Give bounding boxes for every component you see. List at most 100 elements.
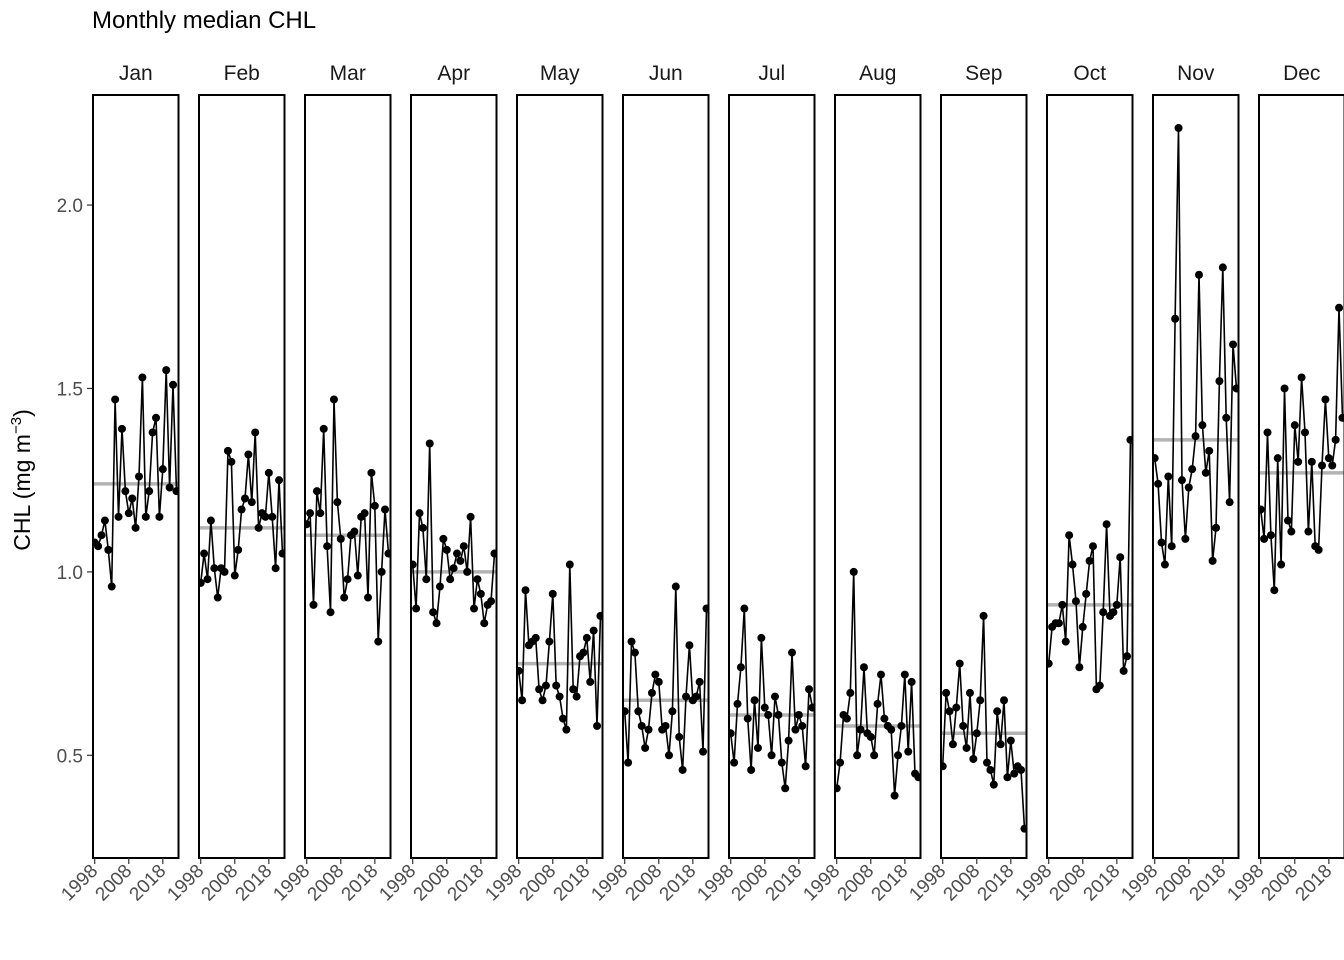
data-point xyxy=(1075,663,1084,672)
data-point xyxy=(870,751,879,760)
facet-strip-label: May xyxy=(540,62,580,85)
data-point xyxy=(343,575,352,584)
facet-strip-label: Sep xyxy=(965,62,1002,85)
data-point xyxy=(353,571,362,580)
data-point xyxy=(733,699,742,708)
data-point xyxy=(1280,384,1289,393)
data-point xyxy=(319,424,328,433)
data-point xyxy=(675,732,684,741)
facet-strip-label: Jun xyxy=(649,62,683,85)
data-point xyxy=(767,751,776,760)
data-point xyxy=(1198,421,1207,430)
data-point xyxy=(1085,556,1094,565)
data-point xyxy=(1153,454,1159,463)
data-point xyxy=(846,688,855,697)
data-point xyxy=(1116,553,1125,562)
data-point xyxy=(439,534,448,543)
data-point xyxy=(138,373,147,382)
data-point xyxy=(1157,538,1166,547)
data-point xyxy=(668,707,677,716)
data-point xyxy=(959,721,968,730)
facet-strip-label: Dec xyxy=(1283,62,1320,85)
data-point xyxy=(853,751,862,760)
data-point xyxy=(942,688,951,697)
data-point xyxy=(456,556,465,565)
facet-border xyxy=(1152,94,1240,859)
series-line xyxy=(835,571,920,796)
data-point xyxy=(627,637,636,646)
data-point xyxy=(271,564,280,573)
facet-plot-area xyxy=(517,560,603,734)
data-point xyxy=(107,582,116,591)
facet-strip-label: Jan xyxy=(119,62,153,85)
data-point xyxy=(647,688,656,697)
facet-plot-area xyxy=(623,582,709,774)
data-point xyxy=(152,413,161,422)
facet-border xyxy=(304,94,392,859)
data-point xyxy=(781,784,790,793)
data-point xyxy=(100,516,109,525)
data-point xyxy=(1126,435,1133,444)
data-point xyxy=(996,740,1005,749)
data-point xyxy=(914,773,921,782)
data-point xyxy=(945,707,954,716)
data-point xyxy=(548,589,557,598)
data-point xyxy=(664,751,673,760)
facet-plot-area xyxy=(1153,124,1239,569)
data-point xyxy=(586,677,595,686)
data-point xyxy=(1266,531,1275,540)
data-point xyxy=(381,505,390,514)
data-point xyxy=(141,512,150,521)
data-point xyxy=(897,721,906,730)
facet-border xyxy=(410,94,498,859)
data-point xyxy=(1020,824,1027,833)
data-point xyxy=(894,751,903,760)
x-tick-label: 1998 xyxy=(163,861,208,906)
data-point xyxy=(637,721,646,730)
data-point xyxy=(1099,608,1108,617)
data-point xyxy=(671,582,680,591)
data-point xyxy=(1003,773,1012,782)
x-tick-label: 2018 xyxy=(1292,861,1337,906)
data-point xyxy=(552,681,561,690)
data-point xyxy=(1297,373,1306,382)
data-point xyxy=(244,450,253,459)
data-point xyxy=(986,765,995,774)
x-tick-label: 2018 xyxy=(762,861,807,906)
x-tick-label: 2018 xyxy=(1186,861,1231,906)
data-point xyxy=(805,685,814,694)
data-point xyxy=(993,707,1002,716)
data-point xyxy=(316,509,325,518)
data-point xyxy=(1283,516,1292,525)
facet-plot-area xyxy=(941,611,1027,833)
data-point xyxy=(446,575,455,584)
data-point xyxy=(849,567,858,576)
data-point xyxy=(1335,303,1344,312)
facet-panels: Jan199820082018Feb199820082018Mar1998200… xyxy=(57,62,1344,905)
facet-strip-label: Oct xyxy=(1073,62,1106,85)
data-point xyxy=(972,729,981,738)
data-point xyxy=(1287,527,1296,536)
data-point xyxy=(333,498,342,507)
data-point xyxy=(794,710,803,719)
x-tick-label: 2018 xyxy=(974,861,1019,906)
data-point xyxy=(1324,454,1333,463)
data-point xyxy=(784,736,793,745)
data-point xyxy=(593,721,602,730)
data-point xyxy=(251,428,260,437)
data-point xyxy=(172,487,179,496)
x-tick-label: 2008 xyxy=(1046,861,1091,906)
data-point xyxy=(1338,413,1344,422)
data-point xyxy=(1229,340,1238,349)
data-point xyxy=(1201,468,1210,477)
data-point xyxy=(962,743,971,752)
data-point xyxy=(702,604,709,613)
data-point xyxy=(412,604,421,613)
data-point xyxy=(220,567,229,576)
data-point xyxy=(774,710,783,719)
data-point xyxy=(470,604,479,613)
